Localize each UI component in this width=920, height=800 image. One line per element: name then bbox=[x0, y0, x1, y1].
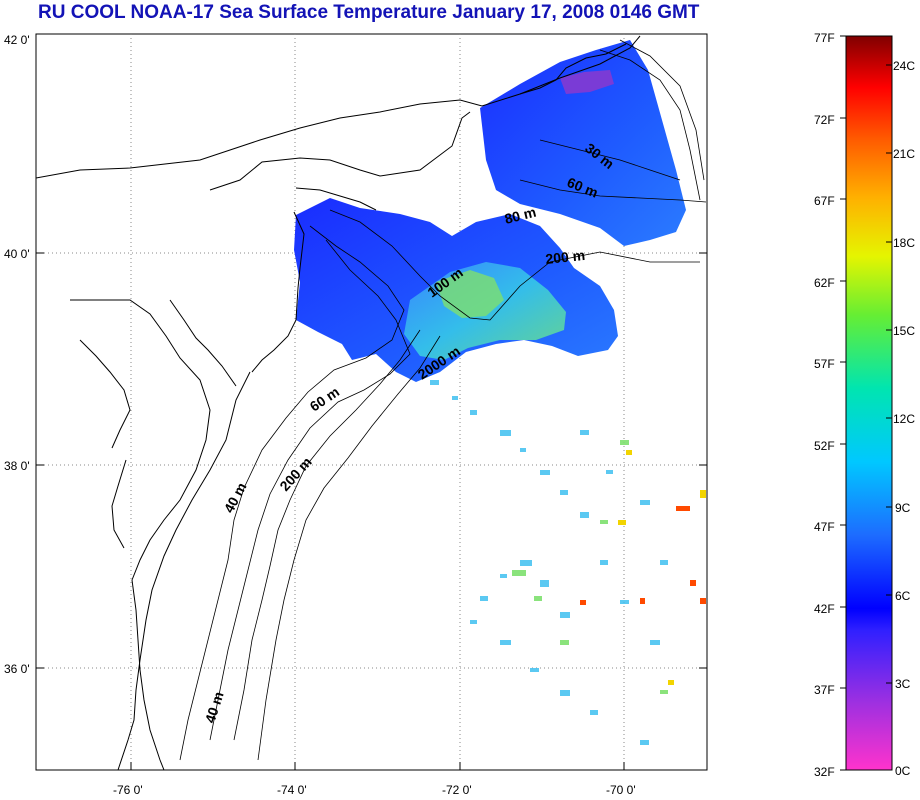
isobath-label: 200 m bbox=[545, 247, 586, 267]
colorbar-f-label: 72F bbox=[814, 113, 835, 127]
coastline bbox=[36, 35, 641, 770]
lat-label: 42 0' bbox=[4, 33, 30, 47]
colorbar-f-label: 67F bbox=[814, 194, 835, 208]
colorbar-c-label: 12C bbox=[893, 412, 915, 426]
colorbar-c-label: 18C bbox=[893, 236, 915, 250]
lat-label: 38 0' bbox=[4, 459, 30, 473]
lat-label: 40 0' bbox=[4, 247, 30, 261]
map-title: RU COOL NOAA-17 Sea Surface Temperature … bbox=[38, 2, 700, 23]
colorbar-ticks bbox=[840, 35, 892, 771]
colorbar-celsius-labels: 24C 21C 18C 15C 12C 9C 6C 3C 0C bbox=[893, 59, 915, 778]
colorbar-f-label: 47F bbox=[814, 520, 835, 534]
colorbar-fahrenheit-labels: 77F 72F 67F 62F 57F 52F 47F 42F 37F 32F bbox=[814, 31, 835, 779]
graticule bbox=[36, 34, 707, 770]
colorbar-c-label: 9C bbox=[895, 501, 911, 515]
colorbar-f-label: 52F bbox=[814, 439, 835, 453]
colorbar-c-label: 24C bbox=[893, 59, 915, 73]
bathymetry-contours bbox=[179, 39, 707, 761]
isobath-label: 80 m bbox=[503, 204, 538, 227]
lat-labels: 42 0' 40 0' 38 0' 36 0' bbox=[4, 33, 30, 676]
sst-data-overlay bbox=[294, 40, 706, 745]
lon-label: -76 0' bbox=[113, 783, 143, 797]
colorbar-c-label: 0C bbox=[895, 764, 911, 778]
colorbar-c-label: 6C bbox=[895, 589, 911, 603]
lon-label: -74 0' bbox=[277, 783, 307, 797]
colorbar-c-label: 15C bbox=[893, 324, 915, 338]
colorbar-c-label: 3C bbox=[895, 677, 911, 691]
temperature-colorbar bbox=[845, 35, 893, 771]
lat-label: 36 0' bbox=[4, 662, 30, 676]
colorbar-f-label: 42F bbox=[814, 602, 835, 616]
colorbar-f-label: 32F bbox=[814, 765, 835, 779]
colorbar-f-label: 57F bbox=[814, 357, 835, 371]
colorbar-f-label: 62F bbox=[814, 276, 835, 290]
axis-ticks bbox=[36, 33, 707, 770]
lon-labels: -76 0' -74 0' -72 0' -70 0' bbox=[113, 783, 636, 797]
colorbar-f-label: 37F bbox=[814, 683, 835, 697]
lon-label: -70 0' bbox=[606, 783, 636, 797]
colorbar-c-label: 21C bbox=[893, 147, 915, 161]
colorbar-f-label: 77F bbox=[814, 31, 835, 45]
lon-label: -72 0' bbox=[442, 783, 472, 797]
